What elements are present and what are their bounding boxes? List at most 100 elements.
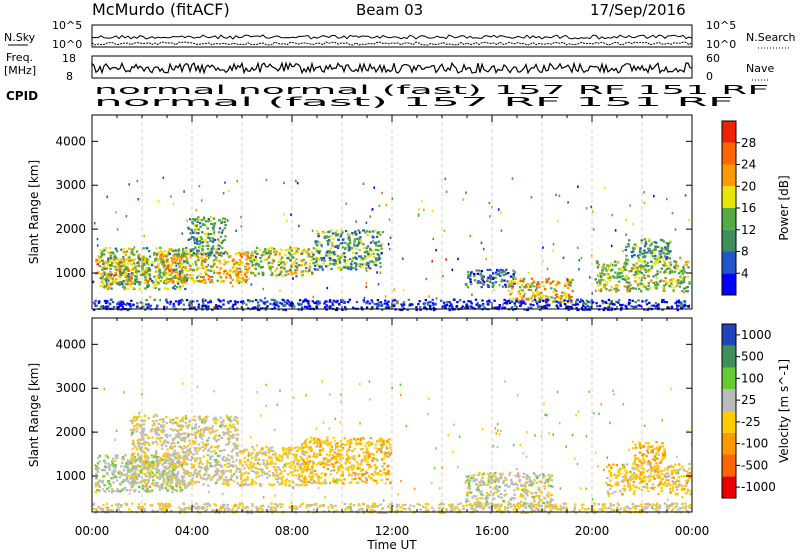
data-cell — [343, 306, 347, 309]
data-cell — [272, 465, 275, 468]
data-cell — [186, 482, 190, 485]
data-cell — [192, 464, 195, 467]
data-cell — [265, 258, 269, 261]
data-cell — [146, 468, 150, 471]
data-cell — [133, 461, 137, 464]
data-cell — [388, 247, 391, 251]
data-cell — [183, 437, 186, 441]
data-cell — [209, 427, 212, 430]
data-cell — [143, 427, 146, 430]
data-cell — [292, 256, 295, 259]
data-cell — [442, 301, 446, 304]
data-cell — [293, 468, 296, 471]
data-cell — [379, 261, 382, 265]
data-cell — [525, 308, 529, 312]
data-cell — [127, 258, 130, 261]
data-cell — [112, 489, 115, 493]
data-cell — [194, 425, 197, 428]
data-cell — [295, 272, 298, 275]
data-cell — [348, 247, 351, 250]
data-cell — [626, 290, 629, 293]
data-cell — [393, 299, 396, 302]
data-cell — [265, 466, 269, 470]
data-cell — [154, 474, 157, 477]
data-cell — [176, 453, 179, 456]
data-cell — [637, 259, 641, 262]
data-cell — [351, 258, 354, 261]
data-cell — [212, 228, 215, 231]
data-cell — [197, 303, 201, 306]
data-cell — [391, 197, 394, 200]
data-cell — [635, 268, 638, 271]
data-cell — [166, 278, 170, 281]
data-cell — [170, 195, 172, 198]
data-cell — [298, 224, 300, 228]
data-cell — [104, 490, 107, 493]
data-cell — [280, 476, 284, 480]
data-cell — [365, 263, 368, 266]
data-cell — [129, 462, 132, 465]
data-cell — [653, 241, 656, 244]
data-cell — [286, 219, 288, 222]
data-cell — [142, 274, 145, 277]
data-cell — [229, 469, 233, 472]
data-cell — [127, 463, 130, 466]
data-cell — [187, 484, 190, 487]
data-cell — [193, 306, 196, 309]
data-cell — [253, 456, 257, 459]
data-cell — [555, 295, 559, 298]
data-cell — [649, 251, 652, 254]
data-cell — [184, 287, 187, 291]
data-cell — [223, 221, 226, 224]
data-cell — [318, 265, 321, 268]
data-cell — [235, 445, 239, 448]
data-cell — [100, 252, 103, 255]
data-cell — [237, 281, 241, 284]
data-cell — [468, 273, 471, 276]
data-cell — [135, 448, 139, 451]
data-cell — [280, 248, 283, 251]
data-cell — [163, 250, 166, 253]
data-cell — [353, 240, 356, 243]
data-cell — [158, 488, 162, 491]
data-cell — [340, 299, 343, 302]
data-cell — [542, 294, 545, 297]
data-cell — [300, 252, 303, 255]
data-cell — [497, 208, 500, 211]
data-cell — [166, 452, 170, 455]
data-cell — [168, 274, 171, 277]
data-cell — [623, 268, 627, 271]
data-cell — [289, 471, 292, 474]
data-cell — [347, 234, 351, 237]
data-cell — [219, 235, 223, 238]
data-cell — [229, 300, 232, 303]
data-cell — [202, 222, 205, 226]
data-cell — [138, 283, 141, 286]
data-cell — [104, 262, 107, 265]
data-cell — [546, 280, 549, 283]
data-cell — [147, 303, 150, 306]
data-cell — [194, 419, 197, 422]
data-cell — [678, 285, 681, 288]
data-cell — [295, 450, 298, 453]
data-cell — [255, 454, 258, 457]
data-cell — [473, 272, 476, 276]
data-cell — [307, 252, 310, 255]
data-cell — [212, 247, 215, 251]
data-cell — [334, 232, 337, 235]
data-cell — [575, 306, 578, 310]
data-cell — [638, 250, 642, 253]
data-cell — [626, 259, 630, 262]
data-cell — [488, 201, 491, 205]
data-cell — [120, 248, 122, 251]
data-cell — [194, 280, 197, 283]
data-cell — [163, 253, 166, 256]
data-cell — [348, 265, 351, 268]
data-cell — [663, 284, 666, 287]
data-cell — [521, 298, 523, 301]
data-cell — [176, 268, 178, 271]
data-cell — [527, 297, 530, 300]
data-cell — [178, 464, 182, 467]
data-cell — [681, 281, 684, 284]
data-cell — [245, 262, 248, 265]
